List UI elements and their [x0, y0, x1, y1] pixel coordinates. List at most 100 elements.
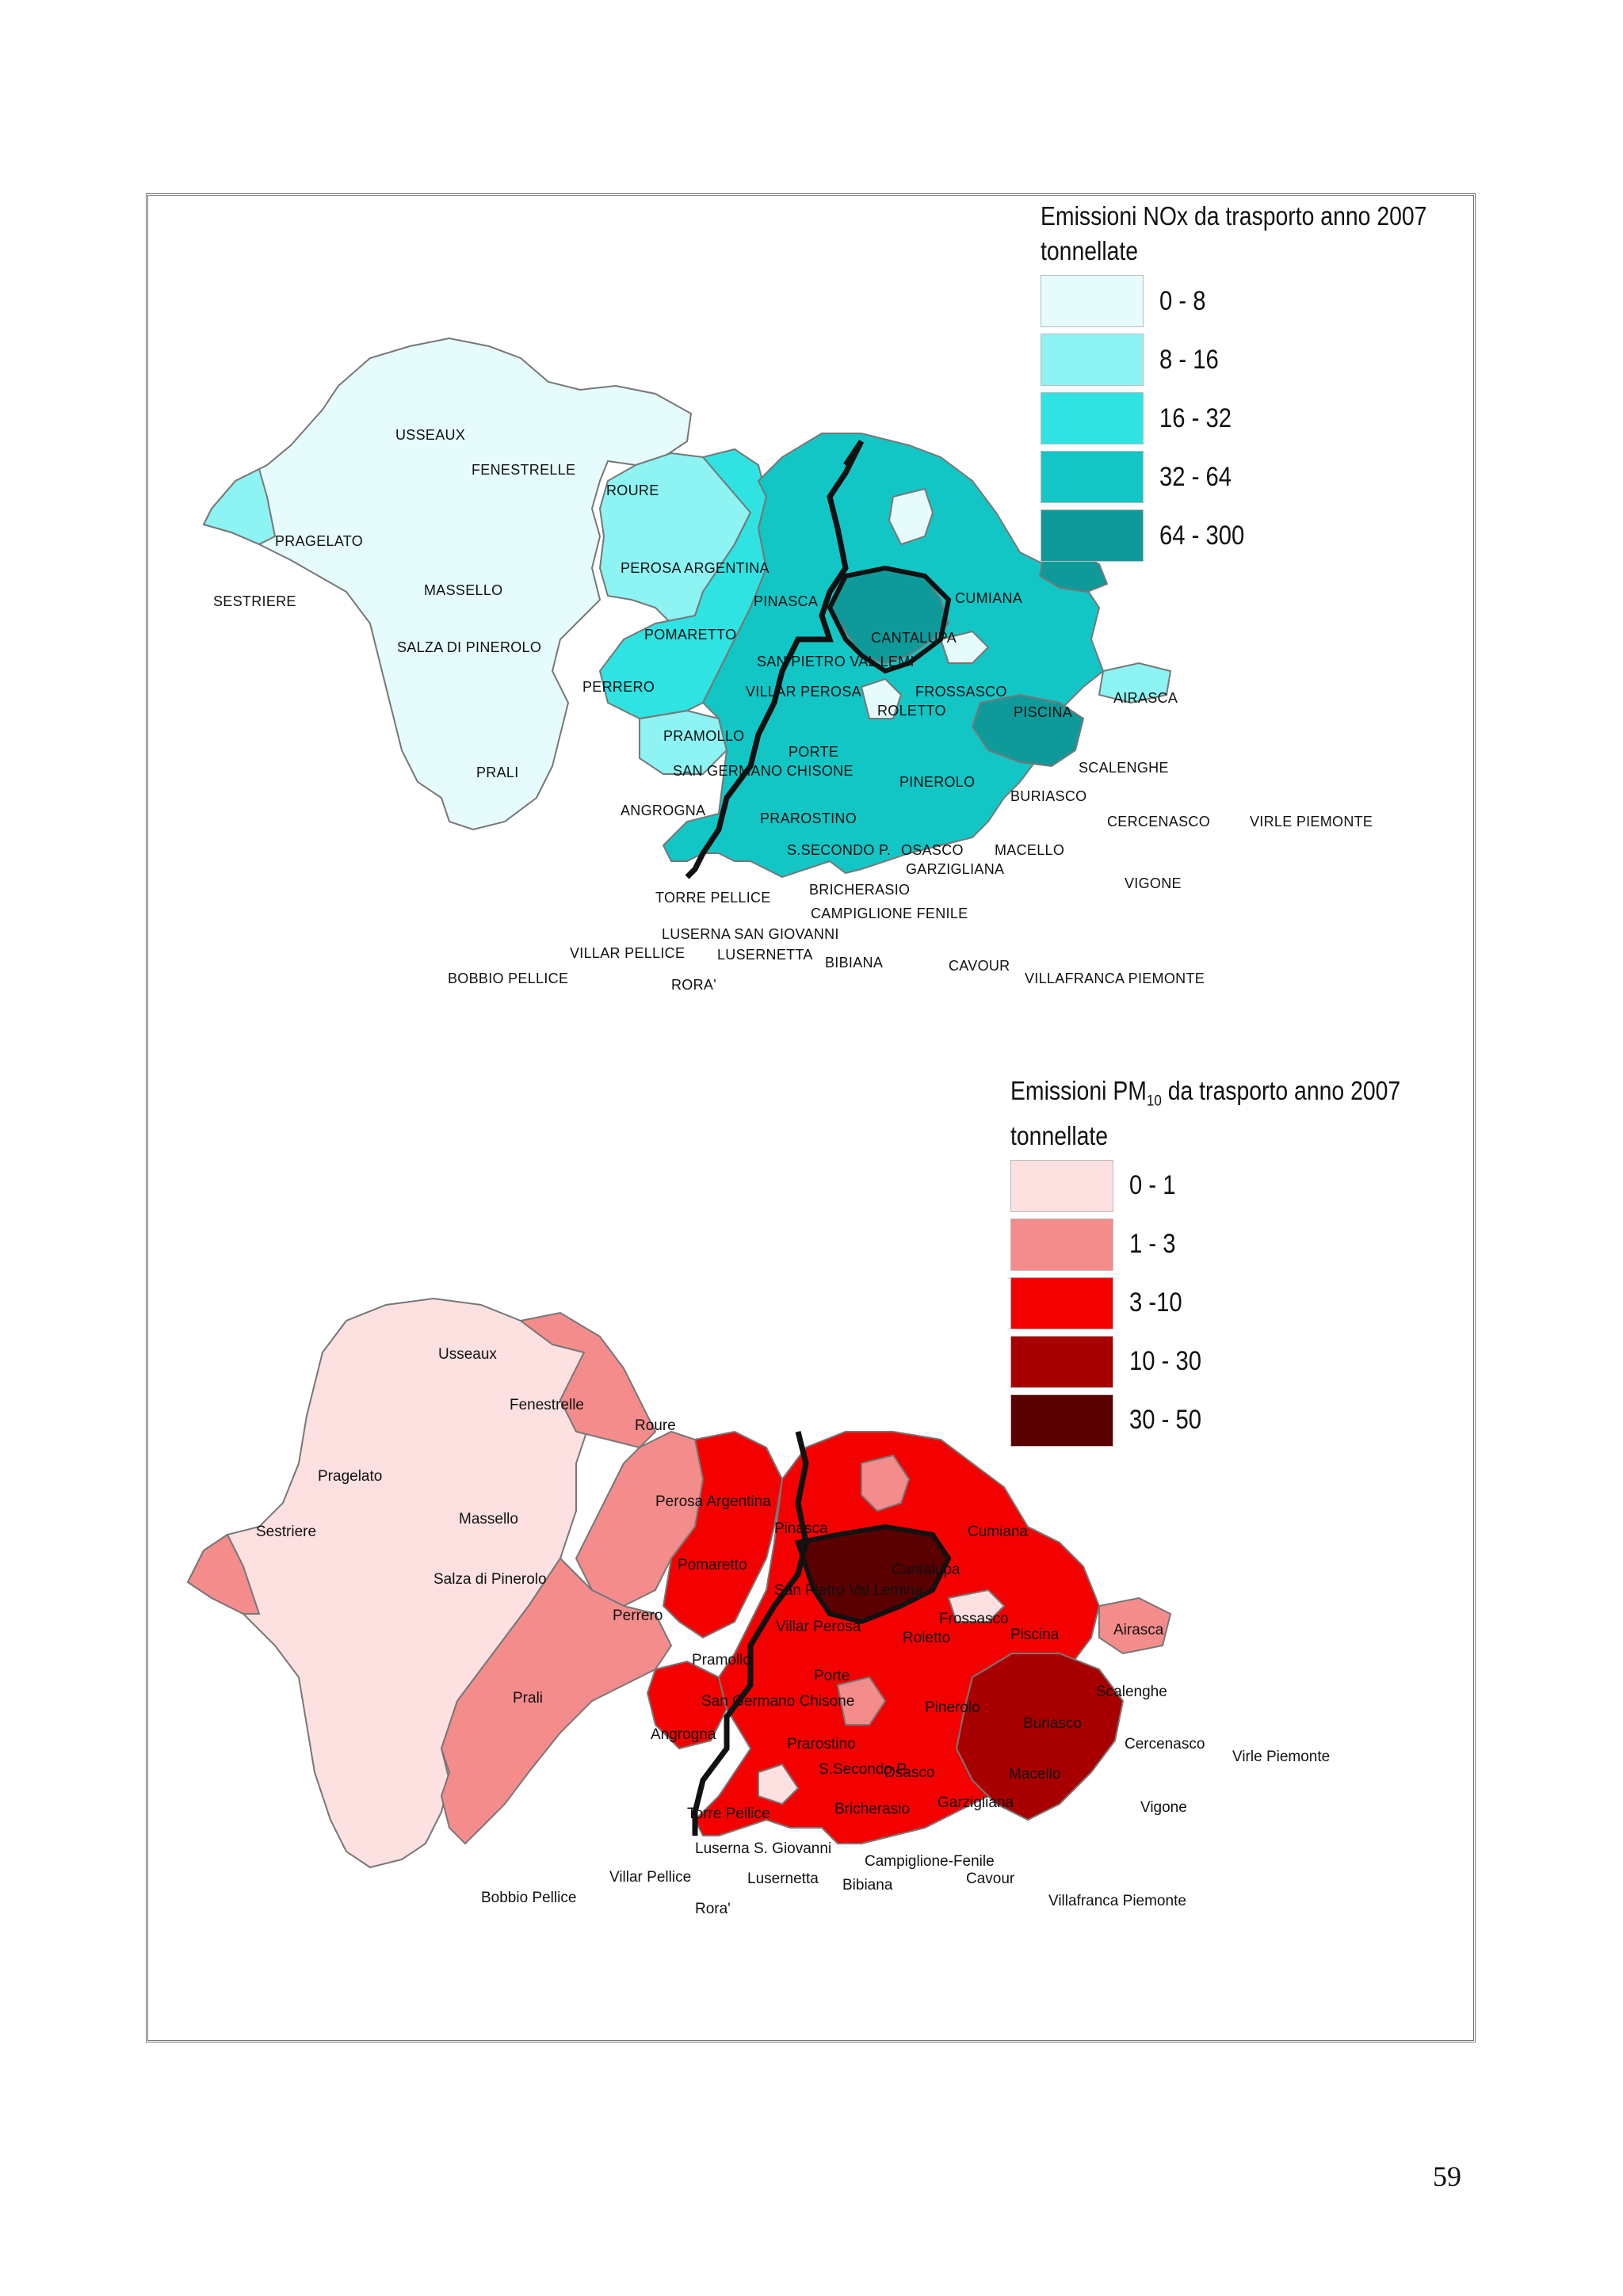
pm-label: Bibiana [842, 1877, 893, 1894]
nox-label: LUSERNA SAN GIOVANNI [662, 926, 839, 942]
nox-zone-vigone [971, 693, 1085, 768]
pm10-legend-class: 10 - 30 [1010, 1335, 1464, 1388]
pm-boundary [692, 1431, 809, 1836]
nox-zone-west [202, 337, 693, 831]
pm-zone-cantalupa [861, 1454, 911, 1512]
nox-label: BIBIANA [825, 955, 884, 971]
pm-label: Osasco [884, 1764, 935, 1781]
nox-label: CAVOUR [949, 958, 1010, 974]
nox-boundary [685, 440, 865, 879]
pm10-swatch [1010, 1159, 1113, 1212]
nox-label: VIRLE PIEMONTE [1250, 814, 1373, 830]
nox-label: PRAROSTINO [760, 810, 857, 826]
pm-label: Vigone [1140, 1799, 1187, 1816]
pm10-class-label: 3 -10 [1129, 1287, 1182, 1318]
nox-label: SAN GERMANO CHISONE [673, 763, 854, 779]
nox-label: POMARETTO [644, 627, 737, 643]
nox-swatch [1041, 509, 1144, 562]
nox-label: BOBBIO PELLICE [448, 971, 569, 986]
nox-zone-cantalupa [888, 487, 934, 546]
nox-label: MACELLO [995, 842, 1065, 858]
pm10-legend-class: 30 - 50 [1010, 1394, 1464, 1447]
nox-legend-unit: tonnellate [1041, 236, 1139, 265]
pm10-legend-title-prefix: Emissioni PM [1010, 1076, 1147, 1105]
pm-label: Scalenghe [1096, 1684, 1167, 1700]
pm-zone-virle [1098, 1596, 1172, 1655]
pm10-legend-title: Emissioni PM10 da trasporto anno 2007 [1010, 1074, 1400, 1119]
nox-label: AIRASCA [1113, 690, 1178, 706]
nox-label: PORTE [789, 744, 839, 760]
nox-label: VILLAR PELLICE [570, 945, 685, 961]
nox-label: SAN PIETRO VAL LEMI [757, 654, 915, 669]
nox-zone-virle [1098, 662, 1172, 704]
nox-label: TORRE PELLICE [655, 890, 771, 906]
nox-class-label: 32 - 64 [1159, 461, 1232, 492]
pm10-legend-class: 3 -10 [1010, 1276, 1464, 1329]
pm-label: Torre Pellice [687, 1806, 770, 1822]
nox-label: PRAGELATO [275, 533, 364, 549]
nox-legend-title: Emissioni NOx da trasporto anno 2007 [1041, 201, 1427, 231]
nox-label: SALZA DI PINEROLO [397, 639, 542, 655]
nox-label: BRICHERASIO [809, 882, 911, 898]
pm10-legend-class: 0 - 1 [1010, 1159, 1464, 1212]
nox-label: PINASCA [754, 593, 819, 609]
nox-label: CAMPIGLIONE FENILE [811, 906, 968, 921]
pm-label: Pinasca [774, 1520, 828, 1537]
pm10-class-label: 1 - 3 [1129, 1229, 1176, 1260]
pm-label: Pomaretto [678, 1557, 747, 1573]
nox-map [202, 337, 1172, 879]
nox-label: FENESTRELLE [472, 462, 576, 478]
nox-label: LUSERNETTA [717, 947, 813, 963]
nox-legend-class: 32 - 64 [1041, 451, 1490, 503]
pm10-legend-unit: tonnellate [1010, 1120, 1109, 1150]
pm10-swatch [1010, 1276, 1113, 1329]
pm-zone-sestriere [186, 1533, 261, 1615]
nox-swatch [1041, 392, 1144, 444]
nox-label: CERCENASCO [1107, 814, 1211, 830]
pm-label: Angrogna [651, 1726, 716, 1743]
pm-label: Cercenasco [1125, 1736, 1205, 1753]
pm-label: Prali [513, 1690, 544, 1707]
pm-label: Luserna S. Giovanni [695, 1840, 832, 1857]
nox-legend-class: 16 - 32 [1041, 392, 1490, 444]
pm-label: Salza di Pinerolo [433, 1571, 547, 1588]
pm-label: Perrero [613, 1608, 663, 1624]
pm10-swatch [1010, 1218, 1113, 1271]
pm10-class-label: 30 - 50 [1129, 1405, 1202, 1436]
pm-zone-pinasca [662, 1430, 784, 1639]
pm-label: Cumiana [968, 1524, 1029, 1540]
pm-label: Bricherasio [834, 1801, 911, 1817]
pm-label: Macello [1009, 1766, 1061, 1783]
pm10-swatch [1010, 1394, 1113, 1447]
nox-swatch [1041, 451, 1144, 503]
nox-label: MASSELLO [424, 582, 503, 598]
pm-boundary-pinerolo [795, 1524, 952, 1625]
pm-zone-garzigliana [836, 1676, 887, 1726]
nox-legend-class: 64 - 300 [1041, 509, 1490, 562]
nox-label: USSEAUX [395, 427, 466, 443]
pm-label: Virle Piemonte [1232, 1749, 1331, 1765]
nox-label: VILLAR PEROSA [746, 684, 861, 700]
pm-label: Sestriere [256, 1524, 317, 1540]
pm-label: Roletto [903, 1630, 951, 1646]
nox-zone-pellice [639, 709, 728, 775]
pm-label: Villar Perosa [776, 1619, 861, 1635]
pm-label: Piscina [1010, 1627, 1060, 1643]
pm-label: Fenestrelle [510, 1397, 584, 1413]
pm10-swatch [1010, 1335, 1113, 1388]
nox-label: S.SECONDO P. [787, 842, 892, 858]
pm-label: Massello [459, 1511, 518, 1527]
nox-label: ANGROGNA [621, 803, 706, 818]
nox-label: GARZIGLIANA [906, 861, 1005, 877]
pm-label: Pramollo [692, 1652, 751, 1669]
nox-boundary-pinerolo [827, 565, 952, 674]
nox-swatch [1041, 334, 1144, 386]
nox-label: BURIASCO [1010, 788, 1087, 804]
pm-label: Usseaux [438, 1346, 497, 1363]
pm10-legend-title-suffix: da trasporto anno 2007 [1161, 1076, 1401, 1105]
pm10-map [186, 1297, 1172, 1869]
pm-label: Lusernetta [747, 1871, 819, 1887]
pm-label: Bobbio Pellice [481, 1890, 577, 1906]
nox-zone-buriasco [939, 630, 990, 664]
nox-label: PINEROLO [899, 774, 976, 790]
